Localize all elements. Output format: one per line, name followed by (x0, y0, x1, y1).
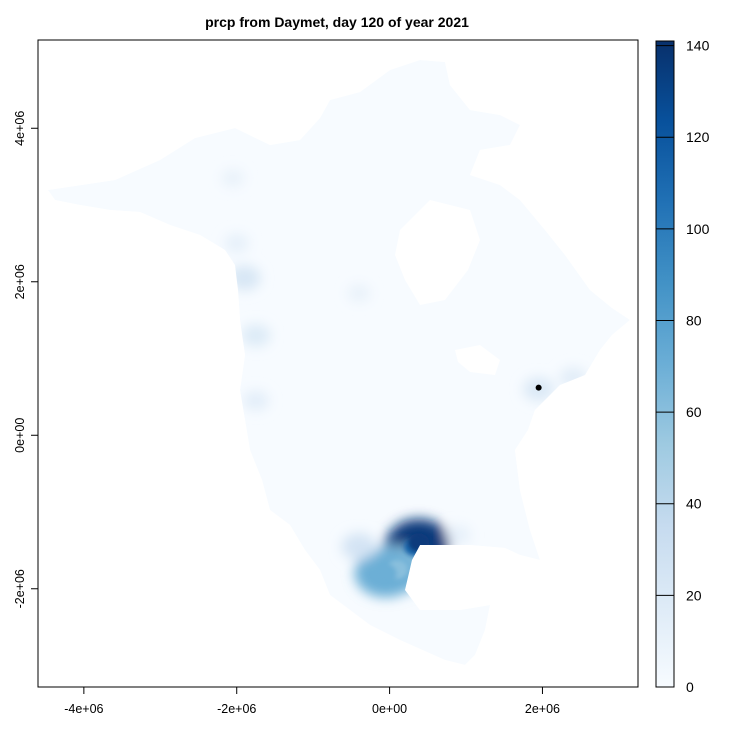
precip-area-bc-coast-north (227, 265, 261, 291)
precip-area-mexican-plateau (341, 533, 377, 561)
chart-title: prcp from Daymet, day 120 of year 2021 (205, 14, 469, 30)
x-axis: -4e+06 -2e+06 0e+00 2e+06 (64, 686, 560, 716)
y-axis: -2e+06 0e+00 2e+06 4e+06 (13, 111, 39, 608)
y-tick-label: 4e+06 (13, 111, 27, 146)
x-tick-label: -2e+06 (217, 702, 256, 716)
colorbar-tick-label: 0 (686, 679, 694, 695)
precip-area-new-brunswick (559, 367, 587, 389)
y-tick-label: -2e+06 (13, 569, 27, 608)
x-tick-label: 2e+06 (525, 702, 560, 716)
colorbar-tick-label: 100 (686, 221, 710, 237)
colorbar-frame (655, 40, 675, 688)
colorbar-tick-label: 140 (686, 38, 710, 54)
x-tick-label: 0e+00 (372, 702, 407, 716)
y-tick-label: 0e+00 (13, 418, 27, 453)
precip-area-louisiana (445, 525, 471, 545)
x-tick-label: -4e+06 (64, 702, 103, 716)
colorbar-gradient (656, 41, 674, 687)
precip-area-alaska-panhandle (224, 233, 250, 253)
colorbar-tick-label: 40 (686, 496, 702, 512)
colorbar-tick-label: 60 (686, 404, 702, 420)
plot-area (37, 39, 639, 688)
colorbar-tick-label: 80 (686, 312, 702, 328)
hudson-bay (395, 200, 480, 305)
land-background (48, 60, 630, 665)
colorbar: 0 20 40 60 80 100 120 140 (655, 38, 710, 695)
colorbar-tick-label: 120 (686, 129, 710, 145)
precip-core-texas-coast-peak (407, 533, 430, 553)
great-lakes (455, 345, 500, 375)
y-tick-label: 2e+06 (13, 264, 27, 299)
precip-area-bc-coast-south (241, 324, 271, 347)
precip-core-northeast-mexico (374, 563, 397, 584)
precip-area-northern-alberta (347, 284, 371, 303)
precip-area-pacific-northwest (242, 390, 270, 411)
precip-area-alaska-south (221, 169, 245, 188)
no-data-mark (535, 384, 542, 391)
colorbar-tick-label: 20 (686, 587, 702, 603)
